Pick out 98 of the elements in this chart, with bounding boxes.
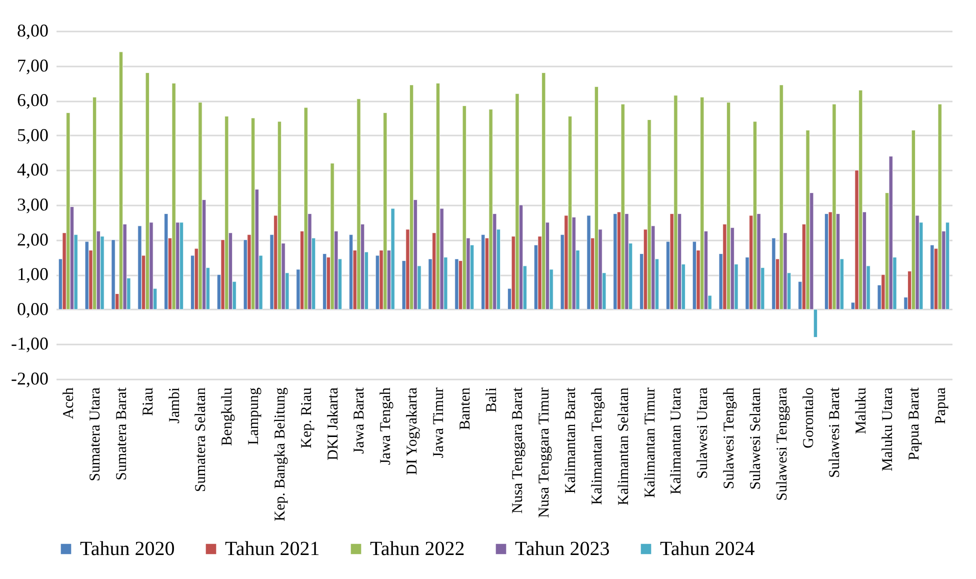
bar <box>832 104 836 310</box>
y-tick-label: -2,00 <box>11 368 48 388</box>
x-tick-label: DKI Jakarta <box>325 387 342 460</box>
bar <box>330 163 334 310</box>
bar <box>454 258 459 310</box>
bar <box>911 130 916 310</box>
bar <box>164 214 168 310</box>
bar <box>594 86 598 310</box>
bar <box>277 121 282 310</box>
y-tick-label: 5,00 <box>17 124 48 145</box>
y-tick-label: 3,00 <box>17 194 48 214</box>
x-tick-label: Sulawesi Tenggara <box>774 387 790 501</box>
bar <box>462 106 466 310</box>
bar <box>84 241 89 310</box>
x-tick-label: Kalimantan Tengah <box>589 387 606 505</box>
bar <box>322 254 327 310</box>
bar <box>410 84 414 310</box>
bar <box>179 222 184 310</box>
x-tick-label: Jawa Barat <box>352 386 368 454</box>
x-tick-label: Maluku <box>854 387 870 434</box>
x-tick-label: Sulawesi Selatan <box>748 387 764 490</box>
x-tick-label: Kalimantan Timur <box>642 387 658 498</box>
bar <box>111 240 116 310</box>
bar <box>779 84 784 310</box>
y-tick-label: 2,00 <box>17 229 48 250</box>
x-tick-label: DI Yogyakarta <box>404 387 421 475</box>
bar <box>930 244 934 310</box>
bar <box>647 120 652 310</box>
x-tick-label: Aceh <box>61 387 78 420</box>
y-tick-label: -1,00 <box>11 334 48 354</box>
bar <box>172 83 176 310</box>
x-tick-label: Riau <box>140 387 156 416</box>
bar <box>700 96 704 310</box>
x-tick-label: Bengkulu <box>220 387 236 446</box>
bar <box>138 226 142 310</box>
x-tick-label: Sumatera Utara <box>88 387 104 482</box>
x-tick-label: Kalimantan Barat <box>563 386 580 494</box>
x-tick-label: Sumatera Barat <box>114 386 130 480</box>
x-tick-label: Bali <box>484 388 500 412</box>
y-tick-label: 0,00 <box>17 298 48 319</box>
bar <box>515 93 520 310</box>
bar <box>251 118 256 310</box>
legend-label: Tahun 2022 <box>370 538 465 560</box>
bar <box>726 102 731 310</box>
bar <box>356 98 361 310</box>
bar <box>118 52 124 310</box>
x-tick-label: Kep. Bangka Belitung <box>272 387 288 522</box>
x-tick-label: Papua <box>932 387 949 424</box>
bar <box>488 109 493 310</box>
bar <box>888 156 893 310</box>
bar <box>66 112 70 310</box>
bar <box>383 112 388 310</box>
bar <box>304 107 308 310</box>
legend-label: Tahun 2023 <box>515 538 610 560</box>
bar <box>145 72 150 310</box>
bar <box>568 116 572 310</box>
y-tick-label: 7,00 <box>17 55 48 76</box>
y-tick-label: 1,00 <box>17 264 48 284</box>
bar <box>586 215 591 310</box>
y-tick-label: 8,00 <box>17 20 48 40</box>
x-tick-label: Papua Barat <box>906 386 922 460</box>
x-tick-label: Sulawesi Barat <box>827 386 844 478</box>
x-tick-label: Jawa Tengah <box>378 387 394 465</box>
bar <box>481 234 486 310</box>
x-tick-label: Sumatera Selatan <box>193 387 210 492</box>
legend-label: Tahun 2020 <box>80 538 175 560</box>
x-tick-label: Jambi <box>166 388 183 424</box>
bar <box>92 96 97 310</box>
bar <box>198 102 202 310</box>
bar <box>224 116 229 310</box>
bar <box>542 72 546 310</box>
legend-label: Tahun 2021 <box>225 538 320 560</box>
y-tick-label: 4,00 <box>17 160 48 180</box>
bar <box>620 104 625 310</box>
bar <box>436 83 440 310</box>
x-tick-label: Sulawesi Tengah <box>722 387 738 490</box>
bar <box>806 130 810 310</box>
x-tick-label: Nusa Tenggara Barat <box>510 386 526 514</box>
x-tick-label: Lampung <box>246 387 262 445</box>
bar <box>390 208 395 310</box>
x-tick-label: Kalimantan Utara <box>668 387 685 495</box>
x-tick-label: Sulawesi Utara <box>695 387 712 479</box>
x-tick-label: Jawa Timur <box>430 388 447 458</box>
bar <box>613 214 618 310</box>
bar <box>946 222 950 310</box>
y-tick-label: 6,00 <box>17 90 48 110</box>
bar <box>772 238 776 310</box>
bar <box>858 90 863 310</box>
x-tick-label: Gorontalo <box>800 388 817 448</box>
x-tick-label: Maluku Utara <box>880 387 896 472</box>
x-tick-label: Banten <box>457 387 474 430</box>
bar <box>938 104 942 310</box>
bar <box>752 121 757 310</box>
x-tick-label: Nusa Tenggara Timur <box>536 388 553 518</box>
legend-label: Tahun 2024 <box>660 538 755 560</box>
x-tick-label: Kalimantan Selatan <box>616 387 632 506</box>
x-tick-label: Kep. Riau <box>298 387 315 448</box>
bar <box>674 95 678 310</box>
